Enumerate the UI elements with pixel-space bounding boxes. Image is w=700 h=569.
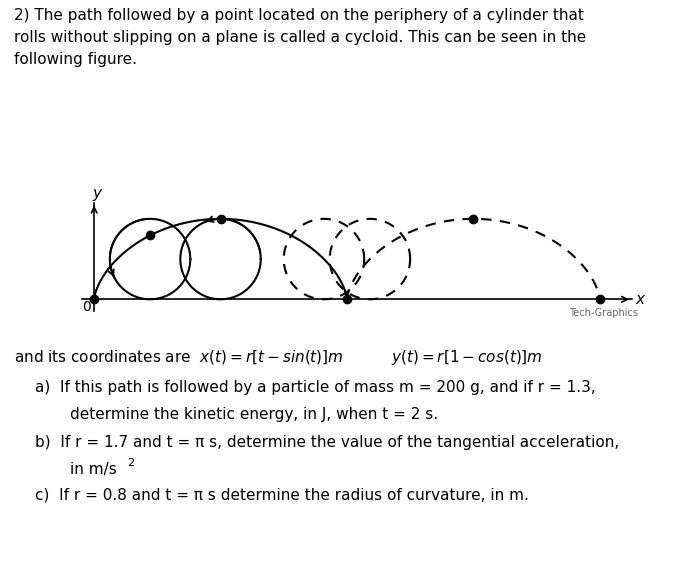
Text: y: y: [92, 185, 101, 201]
Text: 2: 2: [127, 458, 134, 468]
Text: b)  If r = 1.7 and t = π s, determine the value of the tangential acceleration,: b) If r = 1.7 and t = π s, determine the…: [35, 435, 620, 450]
Text: 0: 0: [82, 299, 90, 314]
Text: in m/s: in m/s: [70, 462, 117, 477]
Text: and its coordinates are  $x(t) = r[t - sin(t)]m$          $y(t) = r[1 - cos(t)]m: and its coordinates are $x(t) = r[t - si…: [14, 348, 542, 367]
Text: Tech-Graphics: Tech-Graphics: [569, 308, 638, 319]
Text: a)  If this path is followed by a particle of mass m = 200 g, and if r = 1.3,: a) If this path is followed by a particl…: [35, 380, 596, 395]
Text: 2) The path followed by a point located on the periphery of a cylinder that
roll: 2) The path followed by a point located …: [14, 8, 587, 67]
Text: determine the kinetic energy, in J, when t = 2 s.: determine the kinetic energy, in J, when…: [70, 407, 438, 422]
Text: x: x: [635, 292, 644, 307]
Text: c)  If r = 0.8 and t = π s determine the radius of curvature, in m.: c) If r = 0.8 and t = π s determine the …: [35, 487, 529, 502]
